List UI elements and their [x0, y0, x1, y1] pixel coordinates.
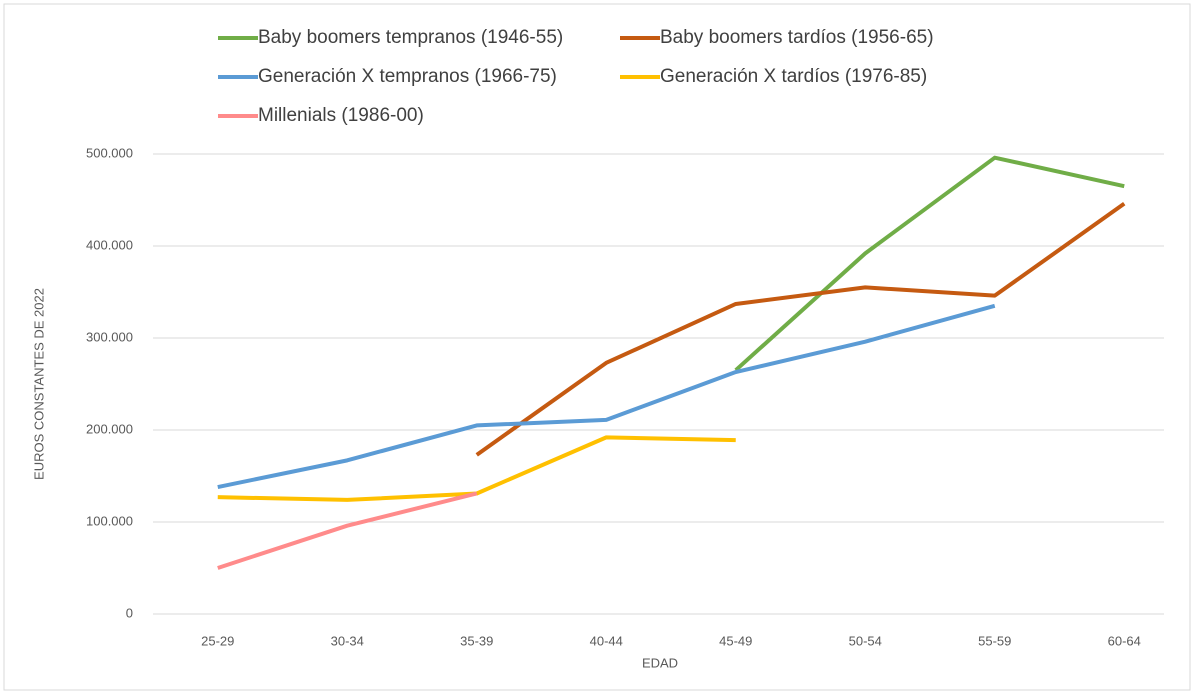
x-tick-label: 40-44 — [590, 633, 623, 648]
y-tick-label: 200.000 — [86, 421, 133, 436]
legend: Millenials (1986-00) — [258, 105, 424, 126]
y-tick-label: 100.000 — [86, 513, 133, 528]
x-tick-label: 30-34 — [331, 633, 364, 648]
y-tick-label: 500.000 — [86, 145, 133, 160]
x-tick-label: 60-64 — [1108, 633, 1141, 648]
x-tick-label: 55-59 — [978, 633, 1011, 648]
x-axis-label: EDAD — [642, 655, 678, 670]
y-axis-label: EUROS CONSTANTES DE 2022 — [31, 288, 46, 480]
y-tick-label: 300.000 — [86, 329, 133, 344]
x-tick-label: 35-39 — [460, 633, 493, 648]
series-line — [217, 303, 996, 489]
x-tick-label: 25-29 — [201, 633, 234, 648]
series-line — [475, 202, 1126, 457]
chart-frame — [3, 3, 1191, 691]
x-tick-label: 50-54 — [849, 633, 882, 648]
legend: Baby boomers tempranos (1946-55) — [258, 27, 563, 48]
legend: Generación X tardíos (1976-85) — [660, 66, 927, 87]
y-tick-label: 400.000 — [86, 237, 133, 252]
y-tick-label: 0 — [126, 605, 133, 620]
x-tick-label: 45-49 — [719, 633, 752, 648]
series-line — [734, 155, 1125, 372]
legend: Generación X tempranos (1966-75) — [258, 66, 557, 87]
legend: Baby boomers tardíos (1956-65) — [660, 27, 934, 48]
series-line — [217, 491, 478, 570]
